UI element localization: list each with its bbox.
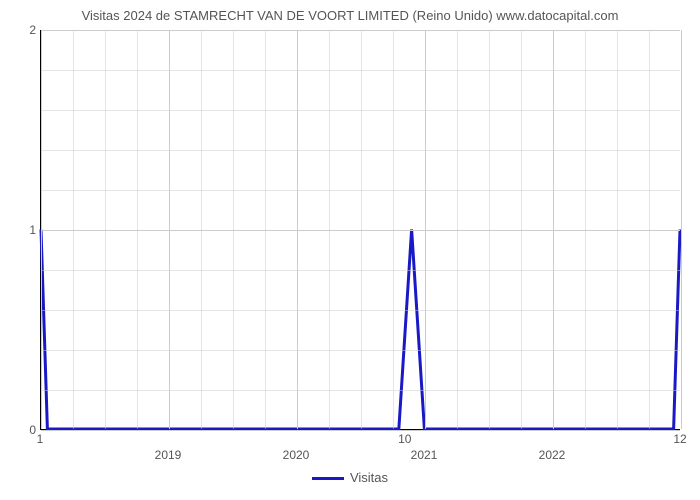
gridline-horizontal: [41, 70, 680, 71]
x-tick-label: 2022: [539, 448, 566, 462]
gridline-horizontal: [41, 190, 680, 191]
x-tick-label: 2021: [411, 448, 438, 462]
chart-container: Visitas 2024 de STAMRECHT VAN DE VOORT L…: [0, 0, 700, 500]
legend-swatch: [312, 477, 344, 480]
gridline-horizontal: [41, 430, 680, 431]
gridline-horizontal: [41, 150, 680, 151]
gridline-horizontal: [41, 230, 680, 231]
gridline-horizontal: [41, 110, 680, 111]
gridline-horizontal: [41, 30, 680, 31]
x-tick-label: 2019: [155, 448, 182, 462]
plot-area: [40, 30, 680, 430]
y-tick-label: 2: [29, 23, 36, 37]
x-extra-label: 10: [398, 432, 411, 446]
legend-label: Visitas: [350, 470, 388, 485]
gridline-horizontal: [41, 390, 680, 391]
gridline-vertical: [681, 30, 682, 429]
y-tick-label: 1: [29, 223, 36, 237]
gridline-horizontal: [41, 350, 680, 351]
x-extra-label: 12: [673, 432, 686, 446]
chart-title: Visitas 2024 de STAMRECHT VAN DE VOORT L…: [0, 0, 700, 23]
x-tick-label: 2020: [283, 448, 310, 462]
legend: Visitas: [0, 470, 700, 485]
gridline-horizontal: [41, 270, 680, 271]
x-extra-label: 1: [37, 432, 44, 446]
y-tick-label: 0: [29, 423, 36, 437]
gridline-horizontal: [41, 310, 680, 311]
